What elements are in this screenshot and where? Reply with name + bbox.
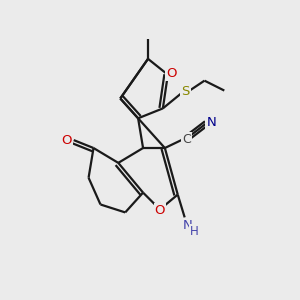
Text: O: O	[61, 134, 72, 147]
Text: O: O	[167, 67, 177, 80]
Text: N: N	[207, 116, 216, 129]
Text: N: N	[183, 219, 193, 232]
Text: O: O	[155, 204, 165, 217]
Text: S: S	[182, 85, 190, 98]
Text: C: C	[182, 133, 191, 146]
Text: H: H	[190, 225, 199, 238]
